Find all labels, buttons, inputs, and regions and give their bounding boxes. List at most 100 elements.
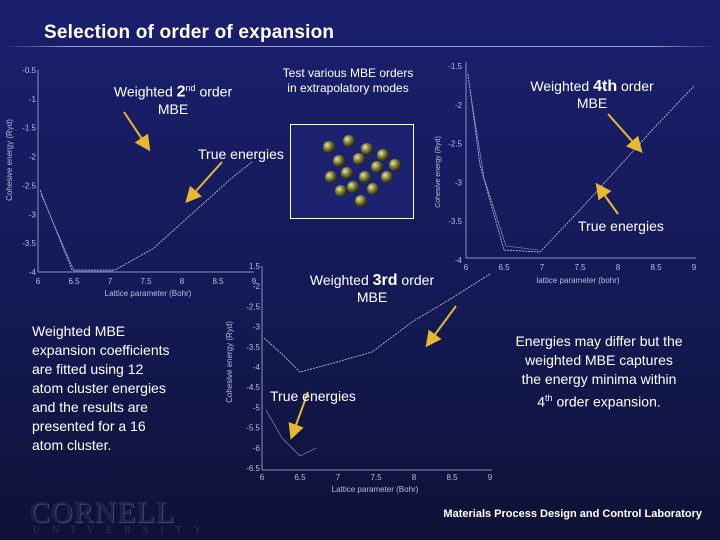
- plot2-x-label: lattice parameter (bohr): [536, 276, 619, 285]
- plot1-curve: [39, 161, 253, 271]
- plots.plot2.xticks-tick-label: 6.5: [498, 263, 510, 272]
- plots.plot1.yticks-tick-label: -3.5: [22, 239, 36, 248]
- atom-sphere: [343, 135, 355, 147]
- plots.plot1.xticks-tick-label: 7: [108, 277, 113, 286]
- atom-sphere: [347, 181, 359, 193]
- title-divider: [0, 46, 720, 47]
- slide-title: Selection of order of expansion: [44, 22, 335, 43]
- cornell-logo: CORNELL: [30, 496, 176, 529]
- arrow-true-energies-3: [288, 391, 309, 440]
- atom-sphere: [367, 183, 379, 195]
- plots.plot2.yticks-tick-label: -3.5: [448, 217, 462, 226]
- plots.plot3.xticks-tick-label: 8: [412, 473, 417, 482]
- atom-sphere: [325, 171, 337, 183]
- plots.plot1.yticks-tick-label: -2.5: [22, 181, 36, 190]
- plots.plot2.yticks-tick-label: -2: [455, 101, 463, 110]
- plots.plot1.yticks-tick-label: -3: [29, 210, 37, 219]
- plots.plot3.xticks-tick-label: 8.5: [446, 473, 458, 482]
- atom-sphere: [323, 141, 335, 153]
- atom-sphere: [359, 171, 371, 183]
- plots.plot1.yticks-tick-label: -0.5: [22, 66, 36, 75]
- plot3-curve-true: [265, 409, 317, 457]
- plots.plot3.yticks-tick-label: -5: [253, 403, 261, 412]
- label-test-orders: Test various MBE orders in extrapolatory …: [282, 66, 414, 95]
- atom-sphere: [355, 195, 367, 207]
- plots.plot2.yticks-tick-label: -3: [455, 178, 463, 187]
- arrow-3rd-order: [425, 305, 457, 348]
- plot-4th-order: -1.5 -2 -2.5 -3 -3.5 -4 6 6.5 7 7.5 8 8.5 9 lattice…: [435, 62, 697, 285]
- plots.plot3.yticks-tick-label: -3.5: [246, 343, 260, 352]
- footer-lab-name: Materials Process Design and Control Lab…: [443, 508, 702, 520]
- plots.plot3.yticks-tick-label: -2: [253, 282, 261, 291]
- atom-sphere: [371, 161, 383, 173]
- label-true-energies-3: True energies: [270, 388, 356, 404]
- label-4th-order: Weighted 4th order MBE: [530, 78, 654, 111]
- plots.plot2.xticks-tick-label: 6: [464, 263, 469, 272]
- plots.plot1.xticks-tick-label: 8.5: [212, 277, 224, 286]
- plots.plot1.xticks-tick-label: 8: [180, 277, 185, 286]
- plots.plot1.yticks-tick-label: -1: [29, 95, 37, 104]
- atom-sphere: [361, 143, 373, 155]
- plot-2nd-order: -0.5 -1 -1.5 -2 -2.5 -3 -3.5 -4 6 6.5 7 7.5 8 8.5 9 L…: [5, 66, 257, 298]
- plots.plot1.xticks-tick-label: 7.5: [140, 277, 152, 286]
- plots.plot3.yticks-tick-label: 1.5: [249, 262, 261, 271]
- plots.plot1.xticks-tick-label: 9: [252, 277, 257, 286]
- plot2-curve: [467, 73, 695, 253]
- atom-sphere: [353, 153, 365, 165]
- plots.plot1.xticks-tick-label: 6: [36, 277, 41, 286]
- plots.plot3.yticks-tick-label: -2.5: [246, 302, 260, 311]
- atom-sphere: [335, 185, 347, 197]
- plots.plot3.yticks-tick-label: -4: [253, 363, 261, 372]
- label-2nd-order: Weighted 2nd order MBE: [113, 83, 233, 117]
- plots.plot2.xticks-tick-label: 7.5: [574, 263, 586, 272]
- plots.plot2.xticks-tick-label: 9: [692, 263, 697, 272]
- plots.plot2.yticks-tick-label: -4: [455, 256, 463, 265]
- plot2-curve-true: [469, 89, 539, 251]
- arrow-2nd-order: [123, 111, 151, 152]
- plot-3rd-order: 1.5 -2 -2.5 -3 -3.5 -4 -4.5 -5 -5.5 -6 -6.5 6 6.5 7 7…: [225, 262, 493, 494]
- atom-spheres: [323, 135, 401, 207]
- plots.plot2.xticks-tick-label: 8: [616, 263, 621, 272]
- arrow-true-energies-2: [595, 182, 619, 215]
- plots.plot3.yticks-tick-label: -4.5: [246, 383, 260, 392]
- atom-sphere: [333, 155, 345, 167]
- plots.plot3.xticks-tick-label: 6.5: [294, 473, 306, 482]
- atom-sphere: [341, 167, 353, 179]
- atom-cluster-image: [290, 124, 414, 219]
- plots.plot1.xticks-tick-label: 6.5: [68, 277, 80, 286]
- plots.plot3.yticks-tick-label: -6.5: [246, 464, 260, 473]
- plots.plot3.xticks-tick-label: 7: [336, 473, 341, 482]
- plots.plot2.yticks-tick-label: -2.5: [448, 140, 462, 149]
- plots.plot2.yticks-tick-label: -1.5: [448, 62, 462, 71]
- plots.plot3.yticks-tick-label: -5.5: [246, 424, 260, 433]
- plots.plot1.yticks-tick-label: -2: [29, 153, 37, 162]
- right-description: Energies may differ but the weighted MBE…: [515, 333, 683, 410]
- label-3rd-order: Weighted 3rd order MBE: [309, 272, 435, 305]
- left-description: Weighted MBE expansion coefficients are …: [32, 323, 170, 453]
- plot3-curve: [263, 273, 491, 373]
- plot1-x-label: Lattice parameter (Bohr): [105, 289, 192, 298]
- atom-sphere: [389, 159, 401, 171]
- plot3-y-label: Cohesive energy (Ryd): [225, 321, 234, 403]
- cornell-logo-sub: UNIVERSITY: [33, 525, 213, 536]
- plots.plot3.xticks-tick-label: 7.5: [370, 473, 382, 482]
- plots.plot3.xticks-tick-label: 9: [488, 473, 493, 482]
- plots.plot1.yticks-tick-label: -1.5: [22, 124, 36, 133]
- plots.plot3.xticks-tick-label: 6: [260, 473, 265, 482]
- plot2-y-label: Cohesive energy (Ryd): [435, 136, 442, 208]
- plot3-x-label: Lattice parameter (Bohr): [332, 485, 419, 494]
- label-true-energies-1: True energies: [198, 146, 284, 162]
- arrow-4th-order: [607, 113, 643, 153]
- plot1-y-label: Cohesive energy (Ryd): [5, 119, 14, 201]
- atom-sphere: [381, 171, 393, 183]
- arrow-true-energies-1: [185, 161, 223, 203]
- plots.plot2.xticks-tick-label: 7: [540, 263, 545, 272]
- plot1-curve-true: [40, 193, 113, 272]
- atom-sphere: [377, 149, 389, 161]
- plots.plot1.yticks-tick-label: -4: [29, 268, 37, 277]
- plots.plot2.xticks-tick-label: 8.5: [650, 263, 662, 272]
- plots.plot3.yticks-tick-label: -3: [253, 323, 261, 332]
- plots.plot3.yticks-tick-label: -6: [253, 444, 261, 453]
- label-true-energies-2: True energies: [578, 218, 664, 234]
